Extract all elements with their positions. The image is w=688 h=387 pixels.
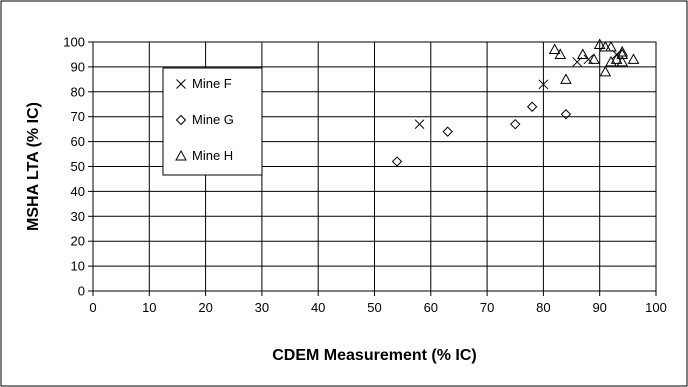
y-tick-label: 60 [71,134,85,149]
data-point-triangle [605,40,617,52]
data-point-x [538,79,549,90]
y-tick-label: 80 [71,84,85,99]
legend-marker-diamond [175,114,187,126]
data-point-triangle [627,53,640,64]
data-point-triangle [588,53,600,64]
x-tick-label: 80 [536,300,550,315]
x-tick-label: 40 [311,300,325,315]
data-point-diamond [442,126,453,137]
data-point-triangle [576,48,589,59]
y-tick-label: 50 [71,159,85,174]
data-point-triangle [593,38,606,49]
data-point-diamond [560,109,572,120]
data-point-diamond [526,101,538,112]
x-axis-title: CDEM Measurement (% IC) [272,347,476,364]
y-tick-label: 10 [71,259,85,274]
legend-label: Mine H [192,148,233,163]
data-point-x [414,119,425,130]
x-tick-label: 50 [367,300,381,315]
legend-marker-triangle [175,149,187,161]
x-tick-label: 90 [592,300,606,315]
data-point-triangle [616,48,629,59]
y-tick-label: 0 [78,284,85,299]
data-point-triangle [548,43,561,54]
x-tick-label: 100 [645,300,667,315]
y-tick-label: 100 [63,35,85,50]
y-tick-label: 20 [71,234,85,249]
data-point-triangle [554,48,567,59]
data-point-x [583,54,594,65]
y-tick-label: 90 [71,59,85,74]
legend-label: Mine G [192,112,234,127]
tick-labels: 0 10 20 30 40 50 60 70 80 90 100 0 10 20 30 40 50 60 70 80 9… [63,35,667,316]
data-point-triangle [616,55,629,67]
y-axis-title: MSHA LTA (% IC) [25,102,42,231]
x-tick-label: 70 [480,300,494,315]
x-tick-label: 60 [424,300,438,315]
x-tick-label: 10 [142,300,156,315]
data-points [391,38,640,167]
data-point-triangle [599,65,612,77]
x-tick-label: 20 [198,300,212,315]
legend-label: Mine F [192,76,232,91]
data-point-triangle [605,55,617,67]
data-point-diamond [510,118,521,130]
y-tick-label: 70 [71,109,85,124]
y-tick-label: 40 [71,184,85,199]
x-tick-label: 0 [89,300,96,315]
legend-marker-x [176,79,186,89]
x-tick-label: 30 [255,300,269,315]
y-tick-label: 30 [71,209,85,224]
data-point-diamond [391,156,403,167]
data-point-triangle [560,73,572,84]
legend: Mine F Mine G Mine H [162,67,263,176]
data-point-triangle [599,40,612,52]
